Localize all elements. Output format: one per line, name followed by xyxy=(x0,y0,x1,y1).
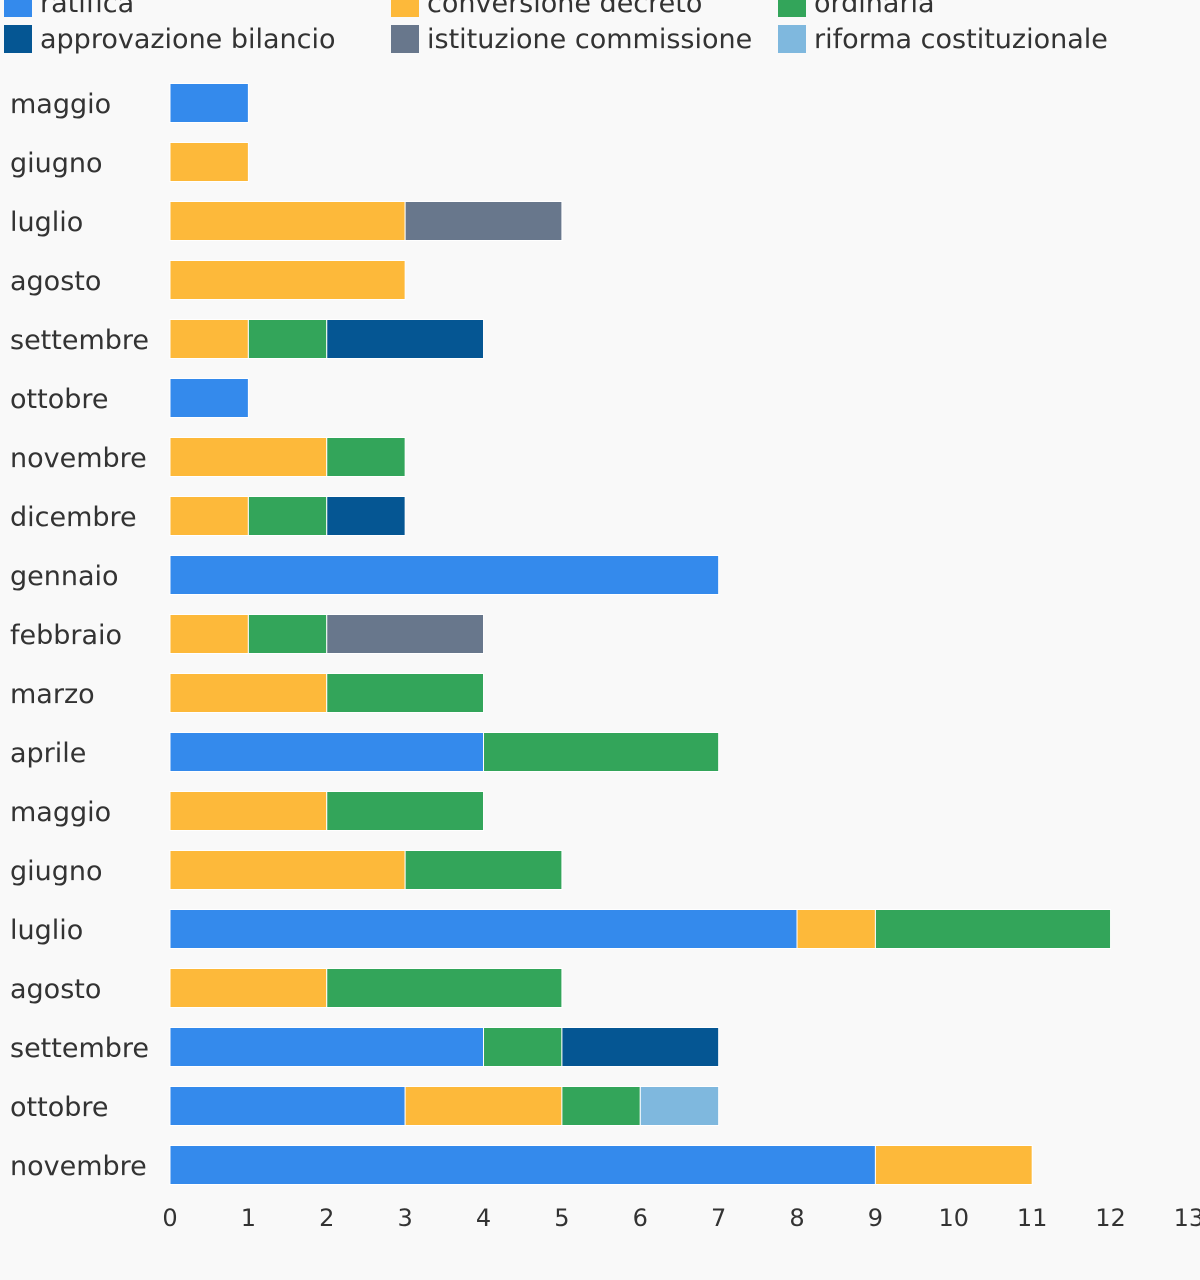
y-tick-label: giugno xyxy=(10,856,103,887)
y-tick-label: luglio xyxy=(10,207,83,238)
y-tick-label: novembre xyxy=(10,1151,147,1182)
x-tick-label: 6 xyxy=(633,1204,648,1232)
x-tick-label: 3 xyxy=(397,1204,412,1232)
bar-segment xyxy=(169,850,406,890)
y-tick-label: gennaio xyxy=(10,561,119,592)
legend-label: riforma costituzionale xyxy=(814,23,1108,55)
legend-swatch xyxy=(4,25,32,53)
y-tick-label: dicembre xyxy=(10,502,137,533)
bar-segment xyxy=(169,83,249,123)
bar-segment xyxy=(247,496,328,536)
legend-swatch xyxy=(778,25,806,53)
bar-segment xyxy=(561,1027,720,1067)
bar-segment xyxy=(874,1145,1033,1185)
x-tick-label: 11 xyxy=(1017,1204,1048,1232)
bar-segment xyxy=(169,614,249,654)
legend-item: approvazione bilancio xyxy=(4,22,336,56)
bar-segment xyxy=(169,437,328,477)
y-tick-label: maggio xyxy=(10,797,111,828)
x-tick-label: 13 xyxy=(1174,1204,1200,1232)
bar-segment xyxy=(326,319,485,359)
x-tick-label: 4 xyxy=(476,1204,491,1232)
x-tick-label: 10 xyxy=(939,1204,970,1232)
bar-segment xyxy=(169,732,485,772)
bar-segment xyxy=(169,319,249,359)
chart-legend: ratifica conversione decreto ordinaria appr… xyxy=(0,0,1200,60)
legend-item: istituzione commissione xyxy=(391,22,752,56)
x-tick-label: 2 xyxy=(319,1204,334,1232)
bar-segment xyxy=(326,791,485,831)
legend-label: conversione decreto xyxy=(427,0,703,19)
bar-segment xyxy=(169,142,249,182)
x-tick-label: 12 xyxy=(1095,1204,1126,1232)
bar-segment xyxy=(874,909,1112,949)
bar-segment xyxy=(326,496,406,536)
x-tick-label: 7 xyxy=(711,1204,726,1232)
x-tick-label: 1 xyxy=(241,1204,256,1232)
bar-segment xyxy=(169,201,406,241)
y-tick-label: novembre xyxy=(10,443,147,474)
bar-segment xyxy=(169,1145,876,1185)
bar-segment xyxy=(483,732,720,772)
legend-item: conversione decreto xyxy=(391,0,702,20)
x-tick-label: 5 xyxy=(554,1204,569,1232)
bar-segment xyxy=(326,614,485,654)
bar-segment xyxy=(326,437,406,477)
legend-label: istituzione commissione xyxy=(427,23,753,55)
bar-segment xyxy=(483,1027,563,1067)
legend-swatch xyxy=(391,0,419,17)
bar-segment xyxy=(247,319,328,359)
bar-segment xyxy=(169,555,720,595)
bar-segment xyxy=(326,673,485,713)
y-tick-label: ottobre xyxy=(10,384,108,415)
y-tick-label: agosto xyxy=(10,974,101,1005)
y-tick-label: agosto xyxy=(10,266,101,297)
legend-swatch xyxy=(778,0,806,17)
y-tick-label: settembre xyxy=(10,1033,149,1064)
x-tick-label: 8 xyxy=(789,1204,804,1232)
bar-segment xyxy=(169,1086,406,1126)
bar-segment xyxy=(169,909,798,949)
legend-label: ordinaria xyxy=(814,0,935,19)
x-tick-label: 9 xyxy=(868,1204,883,1232)
bar-segment xyxy=(404,201,563,241)
legend-item: ordinaria xyxy=(778,0,935,20)
bar-segment xyxy=(247,614,328,654)
bar-segment xyxy=(169,791,328,831)
bar-segment xyxy=(639,1086,720,1126)
y-tick-label: ottobre xyxy=(10,1092,108,1123)
legend-swatch xyxy=(4,0,32,17)
legend-item: ratifica xyxy=(4,0,134,20)
y-tick-label: aprile xyxy=(10,738,86,769)
bar-segment xyxy=(169,378,249,418)
legend-swatch xyxy=(391,25,419,53)
bar-segment xyxy=(169,673,328,713)
y-tick-label: febbraio xyxy=(10,620,122,651)
legend-item: riforma costituzionale xyxy=(778,22,1108,56)
legend-label: approvazione bilancio xyxy=(40,23,336,55)
y-tick-label: luglio xyxy=(10,915,83,946)
y-tick-label: settembre xyxy=(10,325,149,356)
bar-segment xyxy=(561,1086,641,1126)
bar-segment xyxy=(169,1027,485,1067)
y-tick-label: marzo xyxy=(10,679,95,710)
y-tick-label: giugno xyxy=(10,148,103,179)
bar-segment xyxy=(796,909,876,949)
bar-segment xyxy=(326,968,563,1008)
bar-segment xyxy=(169,260,406,300)
bar-segment xyxy=(169,496,249,536)
bar-segment xyxy=(169,968,328,1008)
bar-segment xyxy=(404,850,563,890)
y-tick-label: maggio xyxy=(10,89,111,120)
legend-label: ratifica xyxy=(40,0,135,19)
x-tick-label: 0 xyxy=(162,1204,177,1232)
bar-segment xyxy=(404,1086,563,1126)
